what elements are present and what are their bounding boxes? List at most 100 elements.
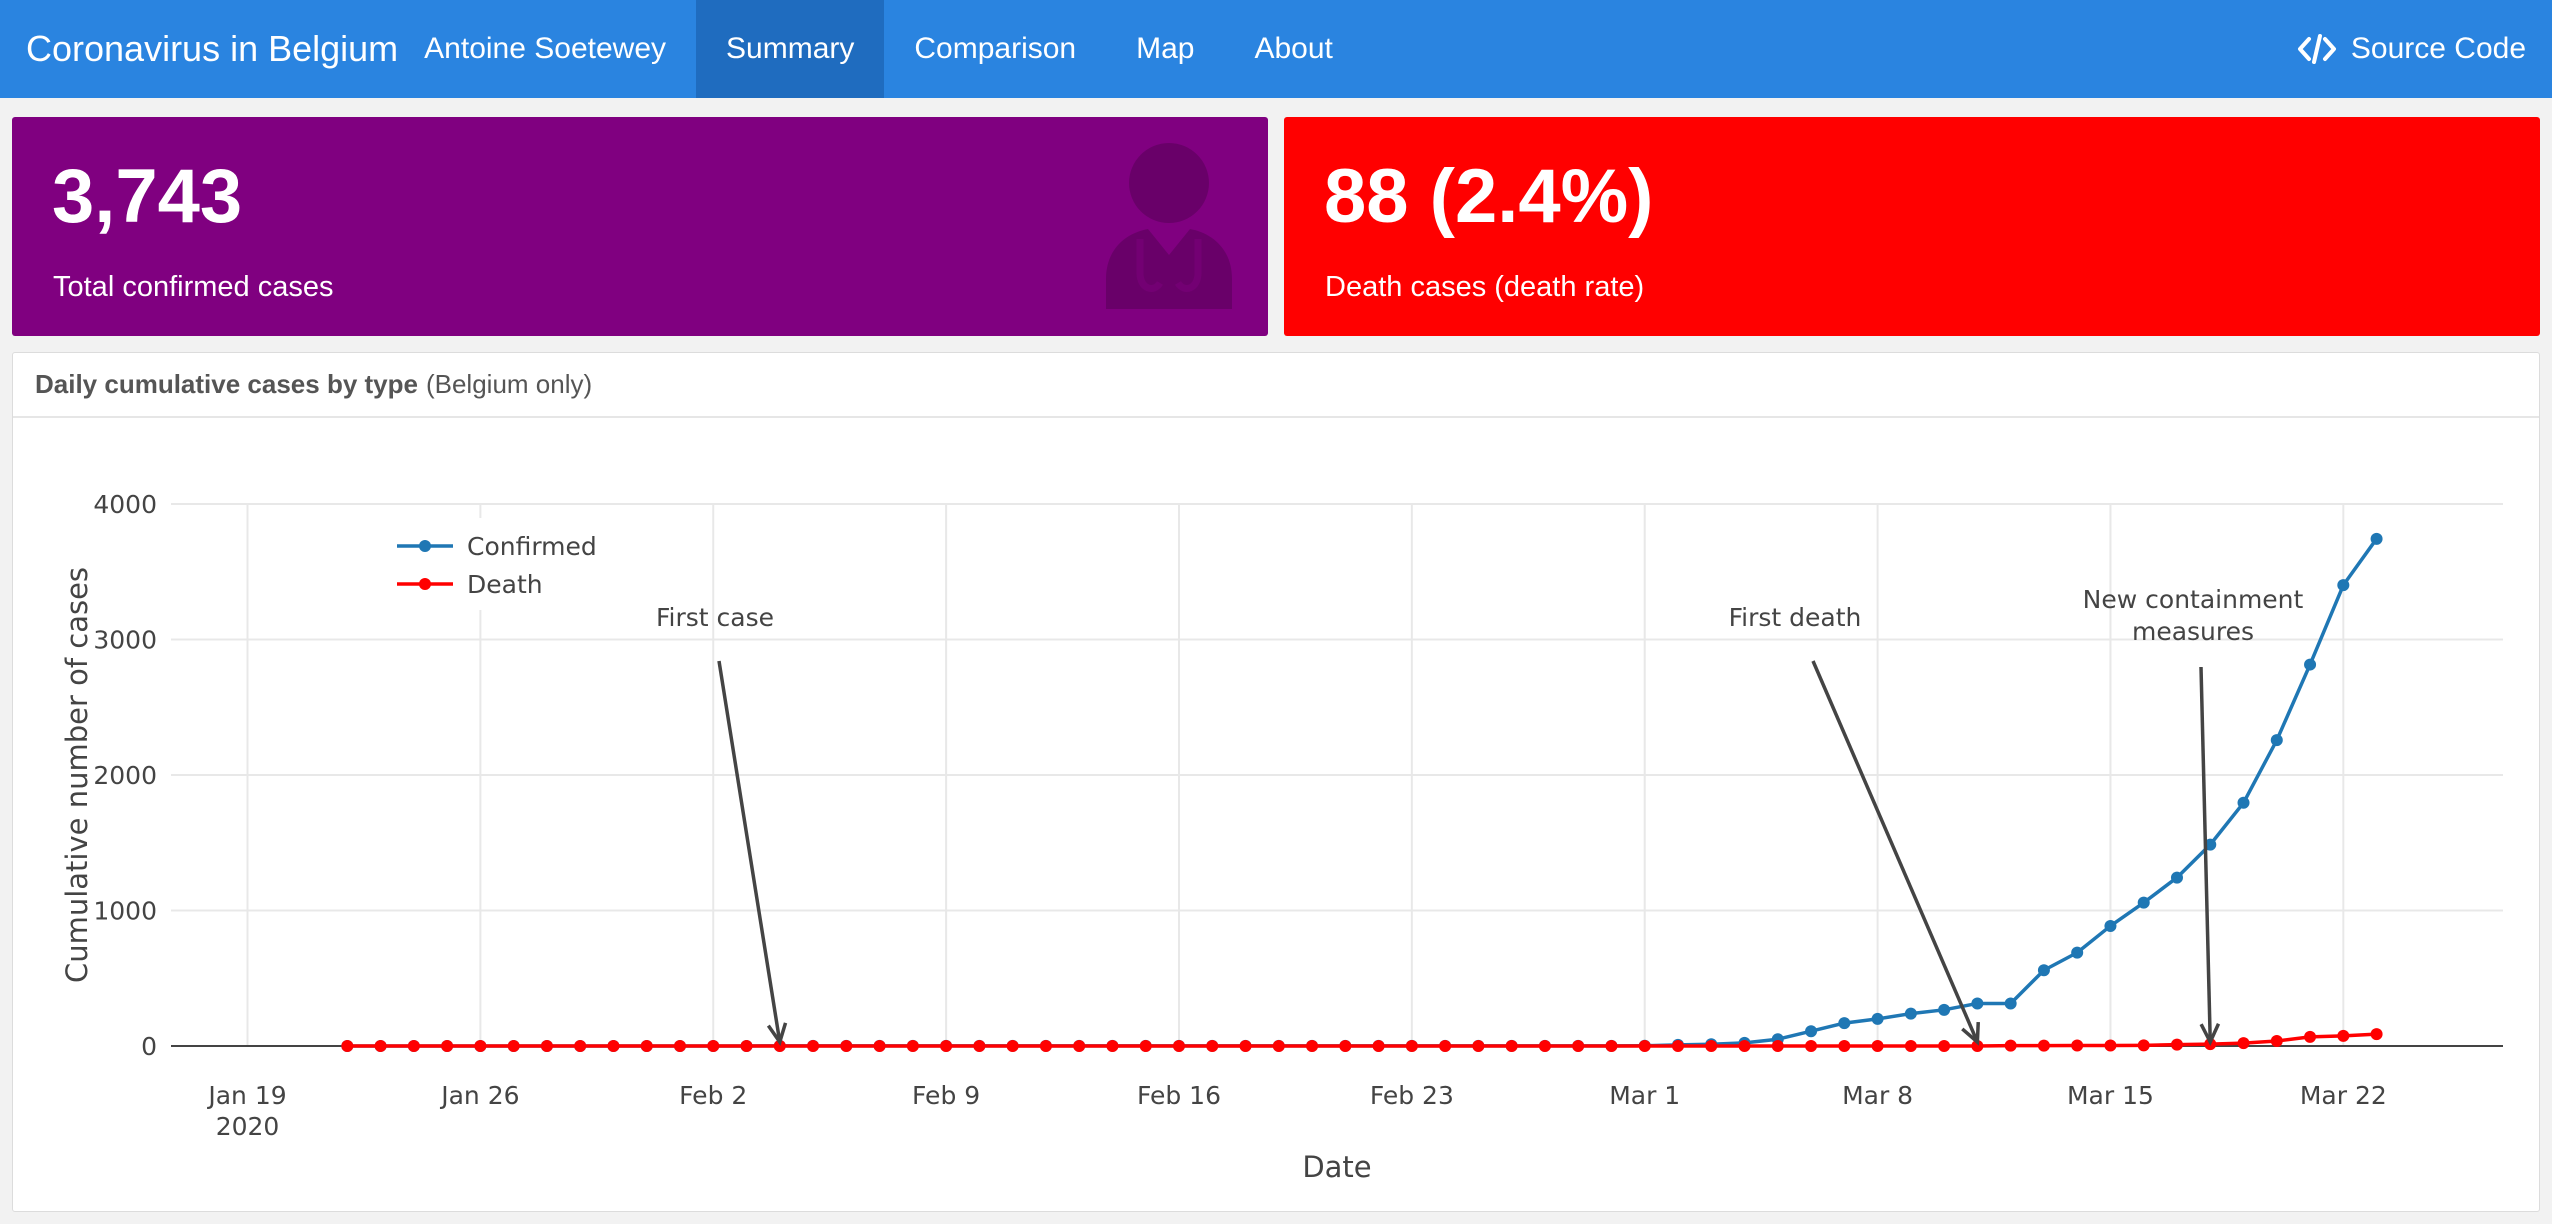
data-point-death[interactable] xyxy=(1006,1040,1019,1052)
legend-label-confirmed[interactable]: Confirmed xyxy=(467,532,597,561)
data-point-death[interactable] xyxy=(1106,1040,1119,1052)
legend-marker-death xyxy=(419,578,431,590)
data-point-death[interactable] xyxy=(773,1040,786,1052)
data-point-death[interactable] xyxy=(1405,1040,1418,1052)
data-point-death[interactable] xyxy=(807,1040,820,1052)
data-point-death[interactable] xyxy=(407,1040,420,1052)
data-point-death[interactable] xyxy=(673,1040,686,1052)
chart-panel: Daily cumulative cases by type (Belgium … xyxy=(12,352,2540,1212)
data-point-death[interactable] xyxy=(1572,1040,1585,1052)
data-point-death[interactable] xyxy=(1272,1040,1285,1052)
data-point-death[interactable] xyxy=(507,1040,520,1052)
nav-tabs: Summary Comparison Map About xyxy=(696,0,1363,98)
data-point-death[interactable] xyxy=(1738,1040,1751,1052)
data-point-confirmed[interactable] xyxy=(2204,838,2217,851)
annotation-label: measures xyxy=(2132,617,2254,646)
data-point-death[interactable] xyxy=(1339,1040,1352,1052)
data-point-death[interactable] xyxy=(2270,1034,2283,1047)
data-point-death[interactable] xyxy=(1073,1040,1086,1052)
data-point-death[interactable] xyxy=(1805,1040,1818,1052)
data-point-death[interactable] xyxy=(1139,1040,1152,1052)
data-point-death[interactable] xyxy=(1638,1040,1651,1052)
data-point-death[interactable] xyxy=(1172,1040,1185,1052)
data-point-death[interactable] xyxy=(1206,1040,1219,1052)
data-point-confirmed[interactable] xyxy=(1904,1007,1917,1020)
data-point-death[interactable] xyxy=(1538,1040,1551,1052)
data-point-death[interactable] xyxy=(906,1040,919,1052)
data-point-death[interactable] xyxy=(1039,1040,1052,1052)
data-point-death[interactable] xyxy=(940,1040,953,1052)
data-point-death[interactable] xyxy=(2304,1030,2317,1043)
data-point-confirmed[interactable] xyxy=(2304,658,2317,671)
confirmed-cases-subtitle: Total confirmed cases xyxy=(53,271,334,303)
data-point-death[interactable] xyxy=(1938,1040,1951,1052)
data-point-death[interactable] xyxy=(2004,1039,2017,1052)
data-point-death[interactable] xyxy=(1838,1040,1851,1052)
data-point-confirmed[interactable] xyxy=(2004,997,2017,1010)
data-point-death[interactable] xyxy=(2237,1037,2250,1050)
data-point-death[interactable] xyxy=(1472,1040,1485,1052)
data-point-confirmed[interactable] xyxy=(2237,796,2250,809)
data-point-death[interactable] xyxy=(540,1040,553,1052)
data-point-death[interactable] xyxy=(640,1040,653,1052)
data-point-confirmed[interactable] xyxy=(2071,946,2084,959)
source-code-label: Source Code xyxy=(2350,32,2526,65)
data-point-death[interactable] xyxy=(1771,1040,1784,1052)
data-point-confirmed[interactable] xyxy=(1938,1003,1951,1016)
annotation-arrow xyxy=(1811,660,1979,1043)
data-point-death[interactable] xyxy=(1306,1040,1319,1052)
tab-about[interactable]: About xyxy=(1254,32,1333,65)
data-point-death[interactable] xyxy=(973,1040,986,1052)
data-point-death[interactable] xyxy=(374,1040,387,1052)
data-point-death[interactable] xyxy=(1971,1040,1984,1052)
data-point-confirmed[interactable] xyxy=(1805,1025,1818,1038)
data-point-death[interactable] xyxy=(1439,1040,1452,1052)
data-point-death[interactable] xyxy=(1372,1040,1385,1052)
tab-map[interactable]: Map xyxy=(1136,32,1195,65)
y-axis-title: Cumulative number of cases xyxy=(60,567,94,983)
data-point-death[interactable] xyxy=(1239,1040,1252,1052)
data-point-death[interactable] xyxy=(1904,1040,1917,1052)
data-point-death[interactable] xyxy=(2337,1029,2350,1042)
legend-label-death[interactable]: Death xyxy=(467,570,543,599)
data-point-confirmed[interactable] xyxy=(2104,919,2117,932)
data-point-death[interactable] xyxy=(441,1040,454,1052)
data-point-confirmed[interactable] xyxy=(2170,871,2183,884)
data-point-death[interactable] xyxy=(2137,1039,2150,1052)
data-point-confirmed[interactable] xyxy=(2037,964,2050,977)
data-point-death[interactable] xyxy=(2170,1038,2183,1051)
data-point-death[interactable] xyxy=(607,1040,620,1052)
x-tick-label: Feb 23 xyxy=(1370,1081,1454,1110)
data-point-confirmed[interactable] xyxy=(2137,896,2150,909)
data-point-death[interactable] xyxy=(840,1040,853,1052)
data-point-death[interactable] xyxy=(1671,1040,1684,1052)
death-cases-value: 88 (2.4%) xyxy=(1324,154,1654,239)
data-point-death[interactable] xyxy=(1871,1040,1884,1052)
annotation-label: First death xyxy=(1729,603,1862,632)
data-point-death[interactable] xyxy=(574,1040,587,1052)
data-point-confirmed[interactable] xyxy=(2270,734,2283,747)
tab-comparison[interactable]: Comparison xyxy=(914,32,1077,65)
data-point-death[interactable] xyxy=(2104,1039,2117,1052)
data-point-death[interactable] xyxy=(2037,1039,2050,1052)
data-point-confirmed[interactable] xyxy=(1838,1017,1851,1030)
data-point-death[interactable] xyxy=(707,1040,720,1052)
tab-summary[interactable]: Summary xyxy=(696,0,885,98)
data-point-death[interactable] xyxy=(474,1040,487,1052)
data-point-death[interactable] xyxy=(1705,1040,1718,1052)
data-point-confirmed[interactable] xyxy=(2370,532,2383,545)
data-point-death[interactable] xyxy=(740,1040,753,1052)
data-point-confirmed[interactable] xyxy=(1971,997,1984,1010)
data-point-death[interactable] xyxy=(2370,1028,2383,1041)
data-point-death[interactable] xyxy=(873,1040,886,1052)
data-point-confirmed[interactable] xyxy=(1871,1012,1884,1025)
source-code-link[interactable]: Source Code xyxy=(2297,0,2526,98)
data-point-death[interactable] xyxy=(1505,1040,1518,1052)
x-tick-label: Feb 2 xyxy=(679,1081,747,1110)
data-point-death[interactable] xyxy=(2071,1039,2084,1052)
data-point-death[interactable] xyxy=(341,1040,354,1052)
data-point-confirmed[interactable] xyxy=(2337,579,2350,592)
app-title[interactable]: Coronavirus in Belgium xyxy=(26,28,399,69)
data-point-death[interactable] xyxy=(1605,1040,1618,1052)
